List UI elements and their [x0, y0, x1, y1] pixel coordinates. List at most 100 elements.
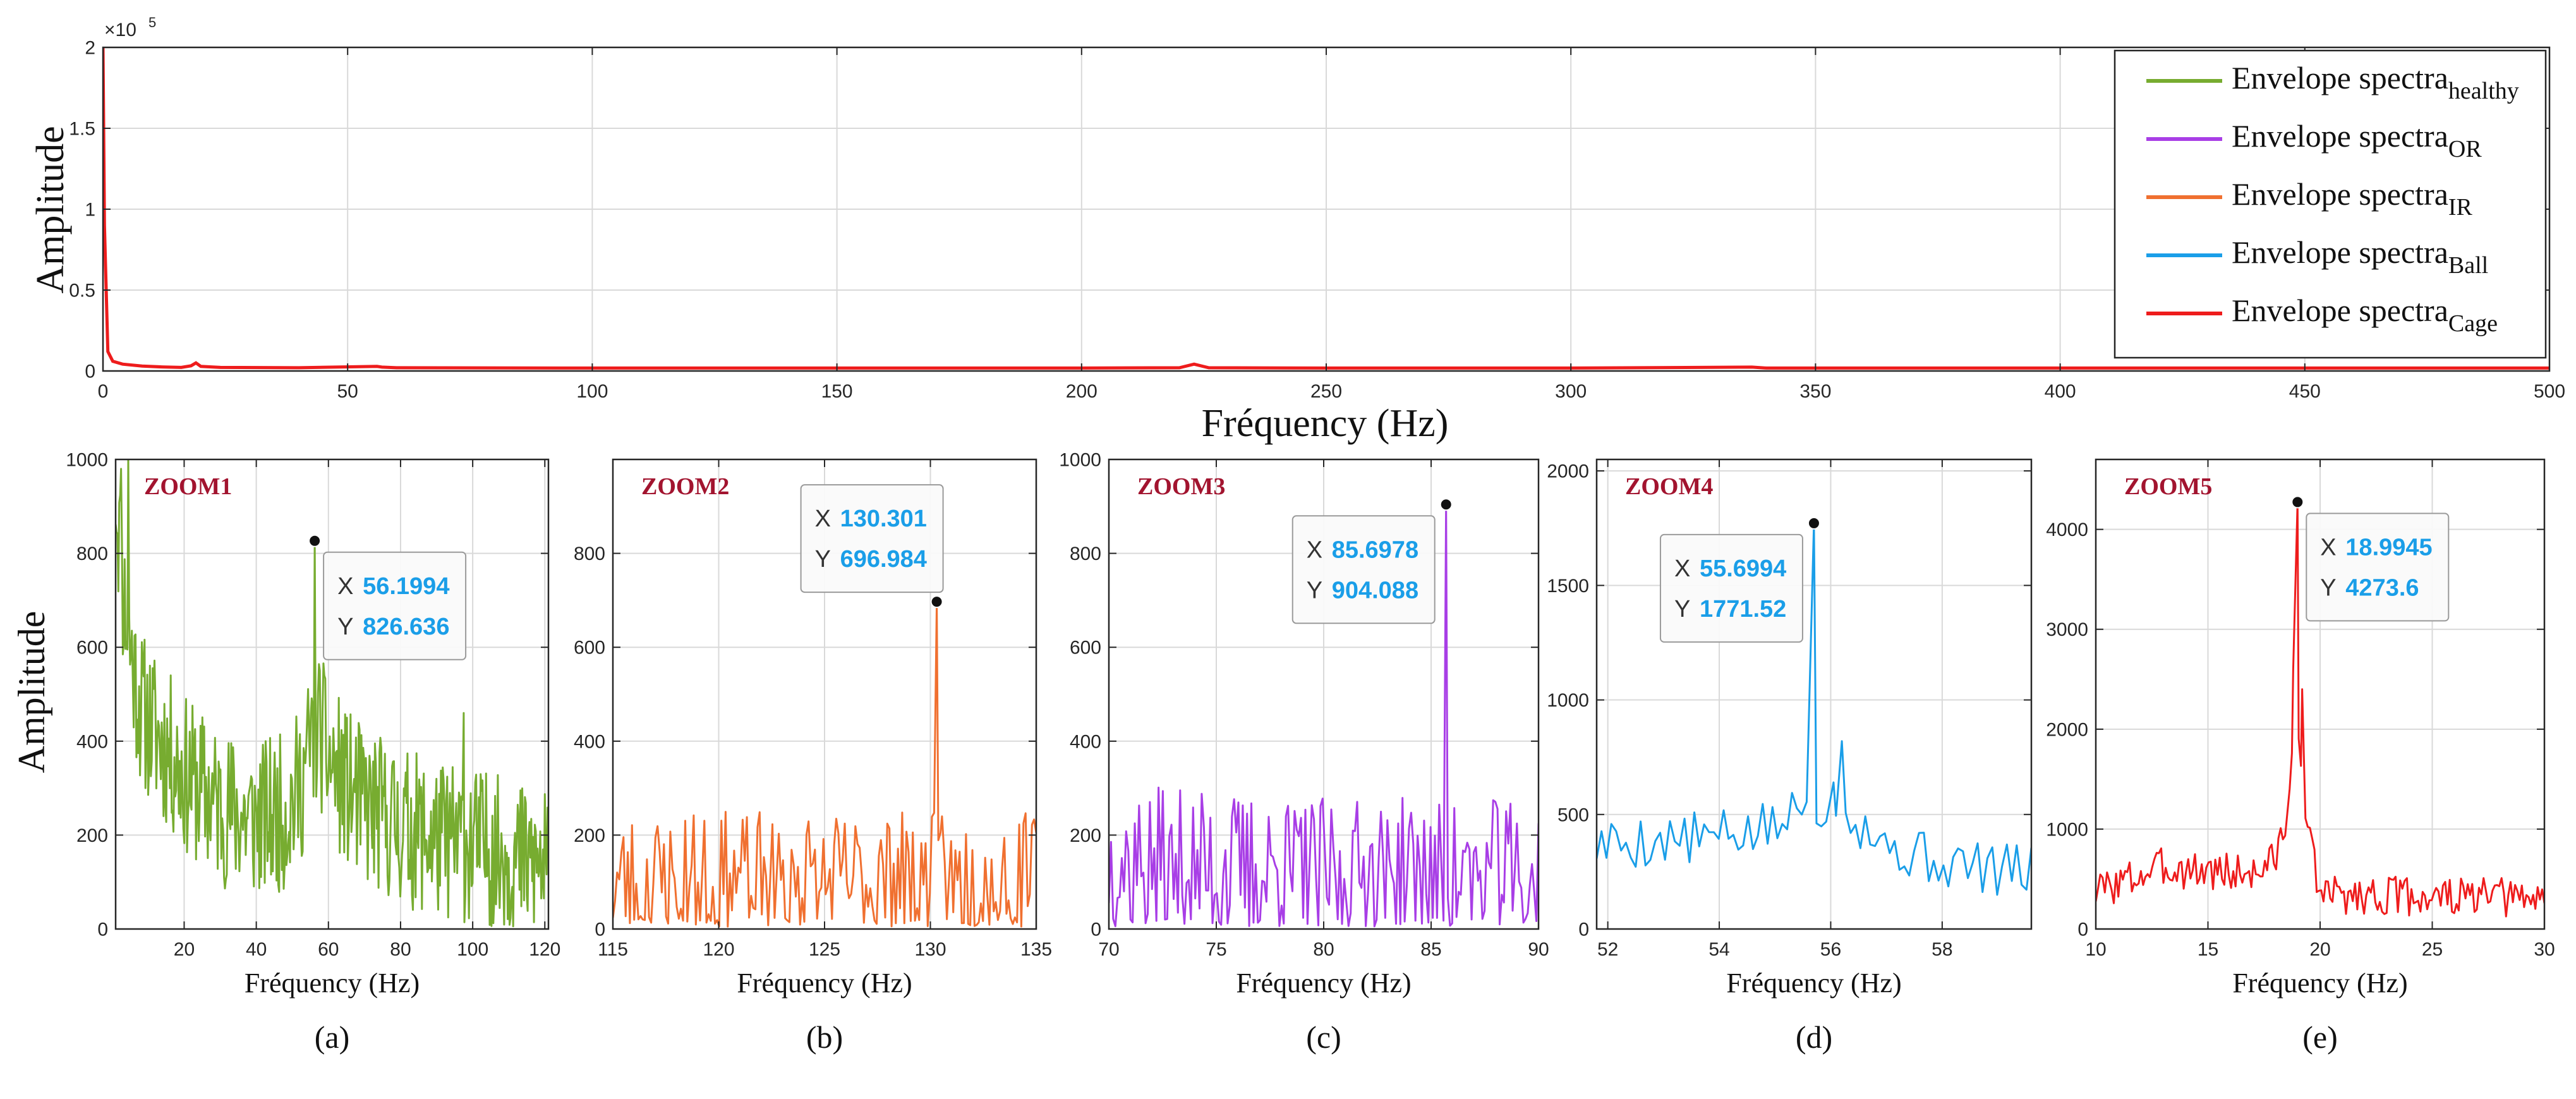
datatip-y-label: Y	[1674, 596, 1690, 622]
legend-label: Envelope spectraOR	[2232, 118, 2482, 162]
y-tick-label: 0.5	[69, 281, 95, 301]
zoom-label: ZOOM5	[2124, 473, 2212, 500]
cage-spectrum-line	[103, 47, 2549, 370]
x-tick-label: 200	[1066, 381, 1098, 402]
legend-label-subscript: Ball	[2448, 252, 2488, 279]
y-tick-label: 200	[1070, 825, 1101, 846]
y-tick-label: 400	[76, 731, 108, 752]
panel-label: (e)	[2302, 1019, 2338, 1055]
y-tick-label: 600	[574, 638, 605, 659]
panel-label: (b)	[806, 1019, 843, 1055]
panel-label: (a)	[315, 1019, 350, 1055]
zoom-panel-c: 70 75 80 85 90 0 200 400 600 800 1000 ZOOM3 Fréquenc…	[1059, 450, 1549, 1055]
x-tick-label: 0	[98, 381, 109, 402]
spectrum-line	[116, 459, 548, 928]
x-tick-label: 25	[2422, 939, 2443, 960]
y-tick-label: 1	[85, 200, 95, 221]
datatip: X 18.9945 Y 4273.6	[2306, 513, 2450, 622]
datatip-x-label: X	[1674, 556, 1690, 582]
x-tick-label: 50	[337, 381, 358, 402]
y-tick-label: 0	[85, 361, 95, 382]
datatip-x-value: 56.1994	[363, 573, 449, 600]
legend-item: Envelope spectrahealthy	[2146, 60, 2519, 104]
x-tick-label: 54	[1708, 939, 1729, 960]
x-tick-label: 60	[318, 939, 339, 960]
panel-label: (c)	[1306, 1019, 1341, 1055]
x-axis-title: Fréquency (Hz)	[1726, 968, 1901, 999]
datatip-y-value: 904.088	[1332, 577, 1418, 604]
legend-label: Envelope spectraBall	[2232, 234, 2488, 279]
axes-frame	[114, 458, 550, 930]
x-tick-label: 10	[2085, 939, 2106, 960]
y-exponent-power: 5	[148, 15, 156, 30]
spectrum-line	[1597, 522, 2031, 896]
legend-box	[2113, 49, 2547, 359]
datatip: X 55.6994 Y 1771.52	[1659, 533, 1803, 643]
x-tick-label: 100	[576, 381, 608, 402]
x-tick-label: 20	[2309, 939, 2330, 960]
datatip-marker	[930, 595, 943, 609]
datatip-y-label: Y	[815, 546, 831, 573]
y-tick-label: 500	[1557, 805, 1589, 825]
y-tick-label: 2000	[1547, 461, 1589, 482]
y-tick-label: 1000	[66, 450, 108, 471]
x-axis-title: Fréquency (Hz)	[245, 968, 420, 999]
legend-label-base: Envelope spectra	[2232, 118, 2448, 154]
zoom-label: ZOOM4	[1625, 473, 1713, 500]
y-tick-label: 600	[76, 638, 108, 659]
legend-item: Envelope spectraCage	[2146, 293, 2498, 337]
y-tick-label: 2	[85, 38, 95, 59]
datatip-y-label: Y	[1307, 577, 1322, 604]
datatip-box	[2306, 513, 2450, 622]
x-tick-label: 250	[1310, 381, 1342, 402]
datatip-x-label: X	[1307, 537, 1322, 563]
y-tick-label: 0	[97, 920, 108, 940]
x-axis-title: Fréquency (Hz)	[1236, 968, 1411, 999]
top-spectrum-panel: 0 50 100 150 200 250 300 350 400 450 500 0 0.5 1 1.5 2 ×…	[29, 15, 2565, 445]
x-tick-label: 125	[809, 939, 840, 960]
spectrum-line	[2096, 501, 2544, 918]
legend-label-base: Envelope spectra	[2232, 60, 2448, 95]
datatip: X 130.301 Y 696.984	[800, 484, 944, 593]
y-tick-label: 4000	[2046, 519, 2088, 540]
y-tick-label: 200	[574, 825, 605, 846]
datatip-x-value: 55.6994	[1700, 556, 1786, 582]
legend-label-subscript: Cage	[2448, 310, 2498, 337]
legend-label-base: Envelope spectra	[2232, 176, 2448, 212]
y-tick-label: 1000	[1547, 690, 1589, 711]
x-tick-label: 90	[1528, 939, 1549, 960]
y-tick-label: 0	[595, 920, 605, 940]
axes-frame	[1595, 458, 2033, 930]
legend-label-subscript: healthy	[2448, 78, 2519, 104]
datatip-box	[1291, 515, 1436, 624]
datatip-x-value: 85.6978	[1332, 537, 1418, 563]
legend-label: Envelope spectrahealthy	[2232, 60, 2519, 104]
datatip-marker	[308, 534, 322, 547]
x-tick-label: 500	[2534, 381, 2565, 402]
x-tick-label: 58	[1932, 939, 1952, 960]
x-tick-label: 70	[1098, 939, 1119, 960]
datatip-marker	[1807, 516, 1820, 530]
y-tick-label: 0	[2077, 920, 2088, 940]
x-tick-label: 52	[1597, 939, 1618, 960]
x-tick-label: 15	[2198, 939, 2218, 960]
datatip-x-label: X	[337, 573, 353, 600]
legend-label-base: Envelope spectra	[2232, 293, 2448, 328]
legend-item: Envelope spectraOR	[2146, 118, 2482, 162]
panel-label: (d)	[1796, 1019, 1832, 1055]
zoom-panel-b: 115 120 125 130 135 0 200 400 600 800 ZOOM2 Fréquen…	[574, 458, 1052, 1055]
x-tick-label: 120	[703, 939, 734, 960]
y-tick-label: 0	[1578, 920, 1589, 940]
y-tick-label: 400	[574, 731, 605, 752]
y-tick-label: 1.5	[69, 119, 95, 140]
datatip-box	[1659, 533, 1803, 643]
legend-item: Envelope spectraIR	[2146, 176, 2473, 221]
datatip-box	[323, 551, 467, 660]
datatip-x-label: X	[815, 506, 831, 532]
x-tick-label: 135	[1020, 939, 1052, 960]
datatip-y-value: 826.636	[363, 614, 449, 640]
y-axis-title: Amplitude	[29, 126, 72, 293]
datatip: X 85.6978 Y 904.088	[1291, 515, 1436, 624]
